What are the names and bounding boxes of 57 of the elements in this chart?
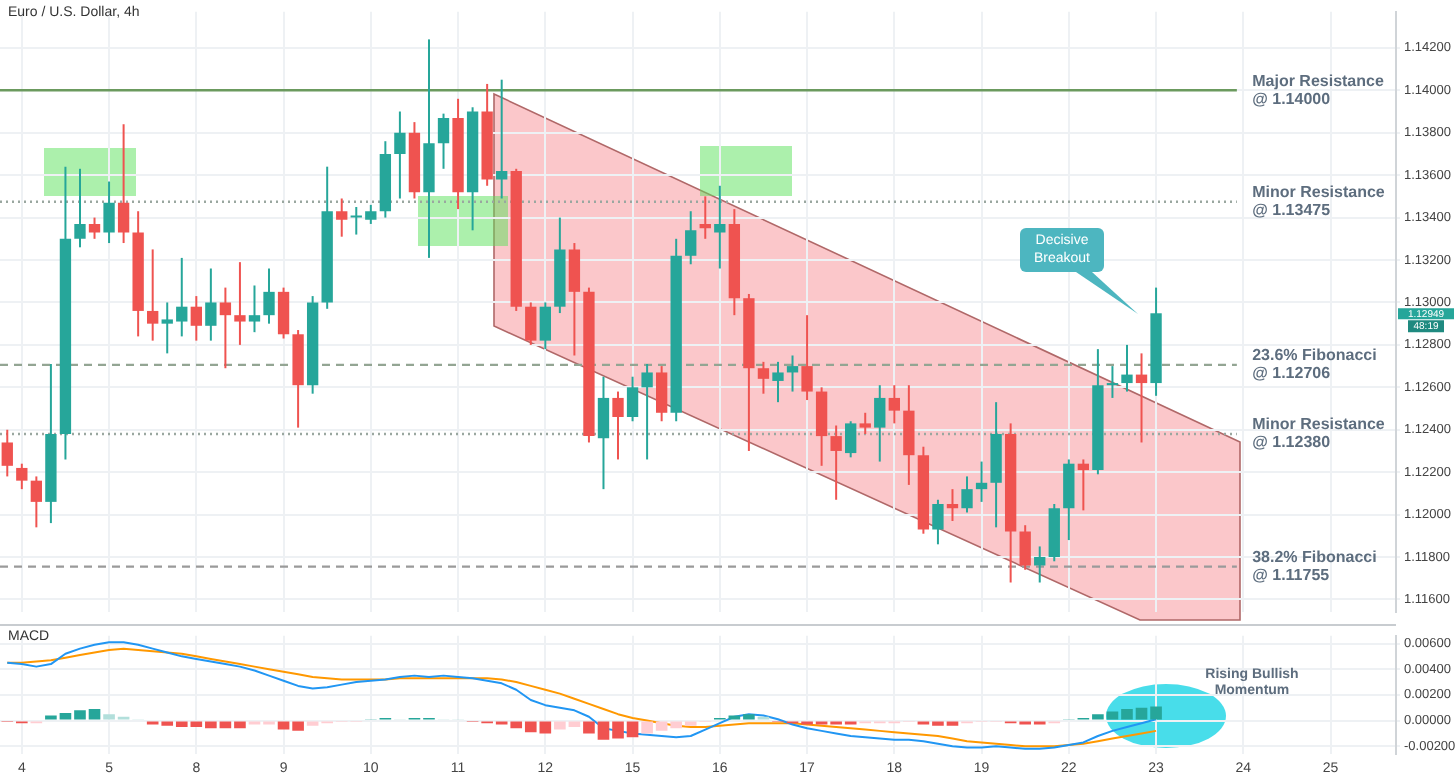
- candlestick: [772, 360, 784, 404]
- candlestick: [277, 286, 290, 340]
- candlestick: [205, 267, 217, 342]
- candlestick: [801, 314, 813, 402]
- candlestick: [103, 180, 115, 245]
- candlestick: [568, 242, 581, 357]
- candlestick: [612, 390, 624, 461]
- candlestick: [830, 424, 842, 501]
- candlestick: [626, 375, 639, 423]
- candlestick: [16, 462, 28, 491]
- ref-line-label: Minor Resistance @ 1.13475: [1252, 183, 1386, 220]
- candlestick: [859, 411, 871, 435]
- candlestick: [975, 460, 988, 503]
- candlestick: [714, 184, 726, 270]
- candlestick: [655, 365, 668, 423]
- candlestick: [74, 167, 86, 249]
- candlestick: [1121, 343, 1133, 393]
- candlestick: [1077, 458, 1090, 512]
- candlestick: [597, 375, 610, 491]
- candlestick: [903, 384, 915, 486]
- candlestick: [757, 360, 770, 395]
- candlestick: [190, 295, 202, 342]
- candlestick: [496, 78, 508, 200]
- candlestick: [525, 301, 537, 346]
- ref-line-label: 23.6% Fibonacci @ 1.12706: [1252, 346, 1377, 383]
- ref-line-label: Minor Resistance @ 1.12380: [1252, 415, 1386, 452]
- candlestick: [147, 248, 159, 342]
- candlestick: [641, 362, 653, 461]
- candlestick: [88, 216, 101, 240]
- ref-line-label: Major Resistance @ 1.14000: [1252, 71, 1385, 108]
- candlestick: [815, 386, 828, 467]
- candlestick: [874, 384, 886, 463]
- candlestick: [961, 475, 973, 514]
- candlestick: [1063, 458, 1075, 542]
- candlestick: [1019, 524, 1031, 571]
- candlestick: [1106, 365, 1119, 399]
- candlestick: [539, 301, 551, 351]
- candlestick: [685, 210, 697, 266]
- candlestick: [248, 284, 261, 334]
- candlestick: [117, 123, 130, 245]
- candlestick: [699, 195, 711, 240]
- candlestick: [234, 261, 246, 346]
- candlestick: [1034, 545, 1046, 584]
- ref-line-label: 38.2% Fibonacci @ 1.11755: [1252, 547, 1377, 584]
- candlestick: [263, 267, 275, 325]
- candlestick: [1135, 352, 1148, 444]
- candlestick: [1, 428, 13, 478]
- candlestick: [888, 384, 900, 425]
- candlestick: [30, 475, 43, 529]
- candlestick: [437, 112, 450, 170]
- candlestick: [786, 354, 799, 393]
- candlestick: [932, 498, 944, 546]
- candlestick: [946, 488, 959, 522]
- candlestick: [219, 286, 232, 370]
- candlestick: [336, 197, 348, 238]
- candlestick: [845, 420, 857, 459]
- candlestick: [394, 110, 406, 200]
